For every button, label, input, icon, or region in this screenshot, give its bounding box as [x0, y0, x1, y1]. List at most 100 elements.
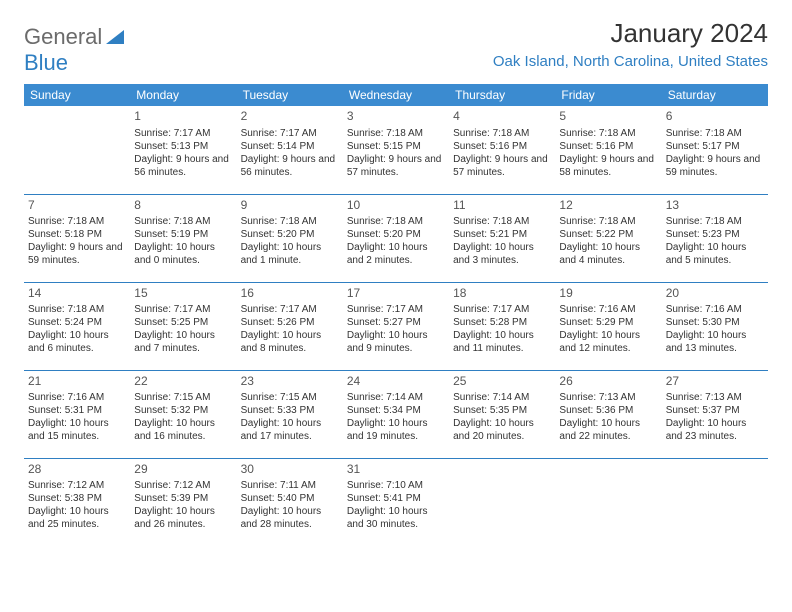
sunset-text: Sunset: 5:14 PM: [241, 140, 339, 153]
sunrise-text: Sunrise: 7:18 AM: [347, 215, 445, 228]
calendar-table: Sunday Monday Tuesday Wednesday Thursday…: [24, 84, 768, 546]
calendar-day-cell: 26Sunrise: 7:13 AMSunset: 5:36 PMDayligh…: [555, 370, 661, 458]
calendar-day-cell: 4Sunrise: 7:18 AMSunset: 5:16 PMDaylight…: [449, 106, 555, 194]
sunrise-text: Sunrise: 7:16 AM: [28, 391, 126, 404]
day-number: 25: [453, 374, 551, 390]
daylight-text: Daylight: 9 hours and 59 minutes.: [28, 241, 126, 267]
day-number: 10: [347, 198, 445, 214]
daylight-text: Daylight: 10 hours and 9 minutes.: [347, 329, 445, 355]
calendar-day-cell: [555, 458, 661, 546]
sunset-text: Sunset: 5:20 PM: [241, 228, 339, 241]
sunset-text: Sunset: 5:13 PM: [134, 140, 232, 153]
sunset-text: Sunset: 5:27 PM: [347, 316, 445, 329]
calendar-day-cell: 16Sunrise: 7:17 AMSunset: 5:26 PMDayligh…: [237, 282, 343, 370]
weekday-header: Wednesday: [343, 84, 449, 106]
day-number: 28: [28, 462, 126, 478]
calendar-day-cell: 9Sunrise: 7:18 AMSunset: 5:20 PMDaylight…: [237, 194, 343, 282]
weekday-header: Thursday: [449, 84, 555, 106]
calendar-day-cell: 10Sunrise: 7:18 AMSunset: 5:20 PMDayligh…: [343, 194, 449, 282]
sunrise-text: Sunrise: 7:13 AM: [559, 391, 657, 404]
calendar-day-cell: 30Sunrise: 7:11 AMSunset: 5:40 PMDayligh…: [237, 458, 343, 546]
daylight-text: Daylight: 10 hours and 2 minutes.: [347, 241, 445, 267]
sunrise-text: Sunrise: 7:18 AM: [28, 215, 126, 228]
calendar-day-cell: 12Sunrise: 7:18 AMSunset: 5:22 PMDayligh…: [555, 194, 661, 282]
calendar-day-cell: 21Sunrise: 7:16 AMSunset: 5:31 PMDayligh…: [24, 370, 130, 458]
sunset-text: Sunset: 5:31 PM: [28, 404, 126, 417]
daylight-text: Daylight: 10 hours and 16 minutes.: [134, 417, 232, 443]
day-number: 23: [241, 374, 339, 390]
sunset-text: Sunset: 5:26 PM: [241, 316, 339, 329]
day-number: 16: [241, 286, 339, 302]
sunrise-text: Sunrise: 7:13 AM: [666, 391, 764, 404]
sunset-text: Sunset: 5:41 PM: [347, 492, 445, 505]
sunset-text: Sunset: 5:39 PM: [134, 492, 232, 505]
sunrise-text: Sunrise: 7:17 AM: [453, 303, 551, 316]
daylight-text: Daylight: 10 hours and 26 minutes.: [134, 505, 232, 531]
calendar-day-cell: 6Sunrise: 7:18 AMSunset: 5:17 PMDaylight…: [662, 106, 768, 194]
sunset-text: Sunset: 5:37 PM: [666, 404, 764, 417]
daylight-text: Daylight: 10 hours and 30 minutes.: [347, 505, 445, 531]
day-number: 13: [666, 198, 764, 214]
calendar-day-cell: 3Sunrise: 7:18 AMSunset: 5:15 PMDaylight…: [343, 106, 449, 194]
calendar-day-cell: 27Sunrise: 7:13 AMSunset: 5:37 PMDayligh…: [662, 370, 768, 458]
day-number: 6: [666, 109, 764, 125]
weekday-header: Sunday: [24, 84, 130, 106]
sunset-text: Sunset: 5:20 PM: [347, 228, 445, 241]
calendar-day-cell: 8Sunrise: 7:18 AMSunset: 5:19 PMDaylight…: [130, 194, 236, 282]
sunset-text: Sunset: 5:19 PM: [134, 228, 232, 241]
daylight-text: Daylight: 10 hours and 12 minutes.: [559, 329, 657, 355]
sunrise-text: Sunrise: 7:14 AM: [347, 391, 445, 404]
calendar-week-row: 21Sunrise: 7:16 AMSunset: 5:31 PM Dayligh…: [24, 370, 768, 458]
day-number: 27: [666, 374, 764, 390]
calendar-day-cell: 17Sunrise: 7:17 AMSunset: 5:27 PMDayligh…: [343, 282, 449, 370]
day-number: 29: [134, 462, 232, 478]
sunset-text: Sunset: 5:15 PM: [347, 140, 445, 153]
sunset-text: Sunset: 5:16 PM: [453, 140, 551, 153]
weekday-header: Friday: [555, 84, 661, 106]
sunset-text: Sunset: 5:25 PM: [134, 316, 232, 329]
sunrise-text: Sunrise: 7:14 AM: [453, 391, 551, 404]
calendar-week-row: 28Sunrise: 7:12 AMSunset: 5:38 PMDayligh…: [24, 458, 768, 546]
daylight-text: Daylight: 10 hours and 20 minutes.: [453, 417, 551, 443]
daylight-text: Daylight: 10 hours and 7 minutes.: [134, 329, 232, 355]
daylight-text: Daylight: 9 hours and 57 minutes.: [453, 153, 551, 179]
weekday-header: Monday: [130, 84, 236, 106]
day-number: 12: [559, 198, 657, 214]
calendar-day-cell: 24Sunrise: 7:14 AMSunset: 5:34 PMDayligh…: [343, 370, 449, 458]
calendar-day-cell: 5Sunrise: 7:18 AMSunset: 5:16 PMDaylight…: [555, 106, 661, 194]
daylight-text: Daylight: 9 hours and 56 minutes.: [241, 153, 339, 179]
day-number: 31: [347, 462, 445, 478]
daylight-text: Daylight: 10 hours and 22 minutes.: [559, 417, 657, 443]
calendar-day-cell: 7Sunrise: 7:18 AMSunset: 5:18 PMDaylight…: [24, 194, 130, 282]
sunset-text: Sunset: 5:22 PM: [559, 228, 657, 241]
day-number: 21: [28, 374, 126, 390]
daylight-text: Daylight: 10 hours and 8 minutes.: [241, 329, 339, 355]
daylight-text: Daylight: 10 hours and 13 minutes.: [666, 329, 764, 355]
sunset-text: Sunset: 5:38 PM: [28, 492, 126, 505]
calendar-week-row: 7Sunrise: 7:18 AMSunset: 5:18 PMDaylight…: [24, 194, 768, 282]
daylight-text: Daylight: 9 hours and 58 minutes.: [559, 153, 657, 179]
daylight-text: Daylight: 10 hours and 11 minutes.: [453, 329, 551, 355]
daylight-text: Daylight: 10 hours and 4 minutes.: [559, 241, 657, 267]
daylight-text: Daylight: 10 hours and 0 minutes.: [134, 241, 232, 267]
calendar-day-cell: 29Sunrise: 7:12 AMSunset: 5:39 PMDayligh…: [130, 458, 236, 546]
calendar-day-cell: 22Sunrise: 7:15 AMSunset: 5:32 PMDayligh…: [130, 370, 236, 458]
calendar-day-cell: 15Sunrise: 7:17 AMSunset: 5:25 PMDayligh…: [130, 282, 236, 370]
calendar-day-cell: [24, 106, 130, 194]
sunrise-text: Sunrise: 7:18 AM: [559, 215, 657, 228]
logo: General: [24, 24, 126, 50]
sunrise-text: Sunrise: 7:10 AM: [347, 479, 445, 492]
daylight-text: Daylight: 9 hours and 59 minutes.: [666, 153, 764, 179]
sunset-text: Sunset: 5:30 PM: [666, 316, 764, 329]
sunrise-text: Sunrise: 7:15 AM: [241, 391, 339, 404]
daylight-text: Daylight: 10 hours and 23 minutes.: [666, 417, 764, 443]
sunset-text: Sunset: 5:35 PM: [453, 404, 551, 417]
daylight-text: Daylight: 10 hours and 5 minutes.: [666, 241, 764, 267]
day-number: 2: [241, 109, 339, 125]
day-number: 9: [241, 198, 339, 214]
daylight-text: Daylight: 10 hours and 19 minutes.: [347, 417, 445, 443]
day-number: 14: [28, 286, 126, 302]
sunrise-text: Sunrise: 7:17 AM: [241, 303, 339, 316]
day-number: 11: [453, 198, 551, 214]
calendar-day-cell: 28Sunrise: 7:12 AMSunset: 5:38 PMDayligh…: [24, 458, 130, 546]
